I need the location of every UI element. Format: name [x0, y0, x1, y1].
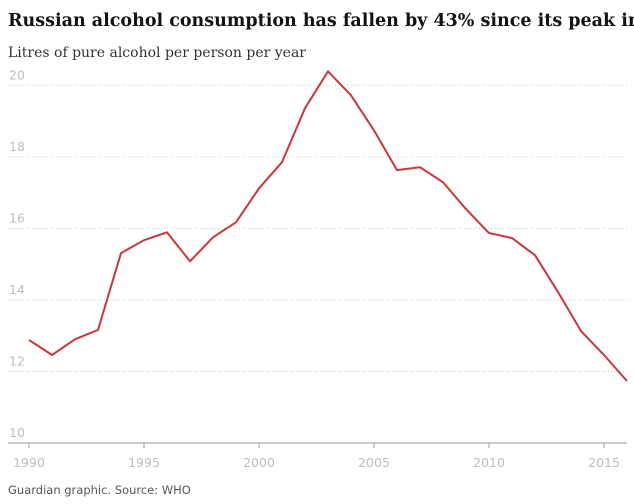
y-tick-label: 16 — [9, 210, 25, 225]
x-tick-label: 1995 — [128, 455, 160, 470]
source: Guardian graphic. Source: WHO — [8, 483, 191, 497]
x-tick-label: 2010 — [473, 455, 505, 470]
data-line — [28, 70, 628, 382]
x-tick-label: 2015 — [588, 455, 620, 470]
y-tick-label: 18 — [9, 139, 25, 154]
y-tick-label: 14 — [9, 282, 25, 297]
y-tick-label: 20 — [9, 67, 25, 82]
x-tick-label: 2000 — [243, 455, 275, 470]
y-tick-label: 10 — [9, 425, 25, 440]
chart-title: Russian alcohol consumption has fallen b… — [8, 11, 634, 31]
y-tick-label: 12 — [9, 353, 25, 368]
chart-subtitle: Litres of pure alcohol per person per ye… — [8, 45, 306, 61]
x-tick-label: 1990 — [13, 455, 45, 470]
x-tick-label: 2005 — [358, 455, 390, 470]
